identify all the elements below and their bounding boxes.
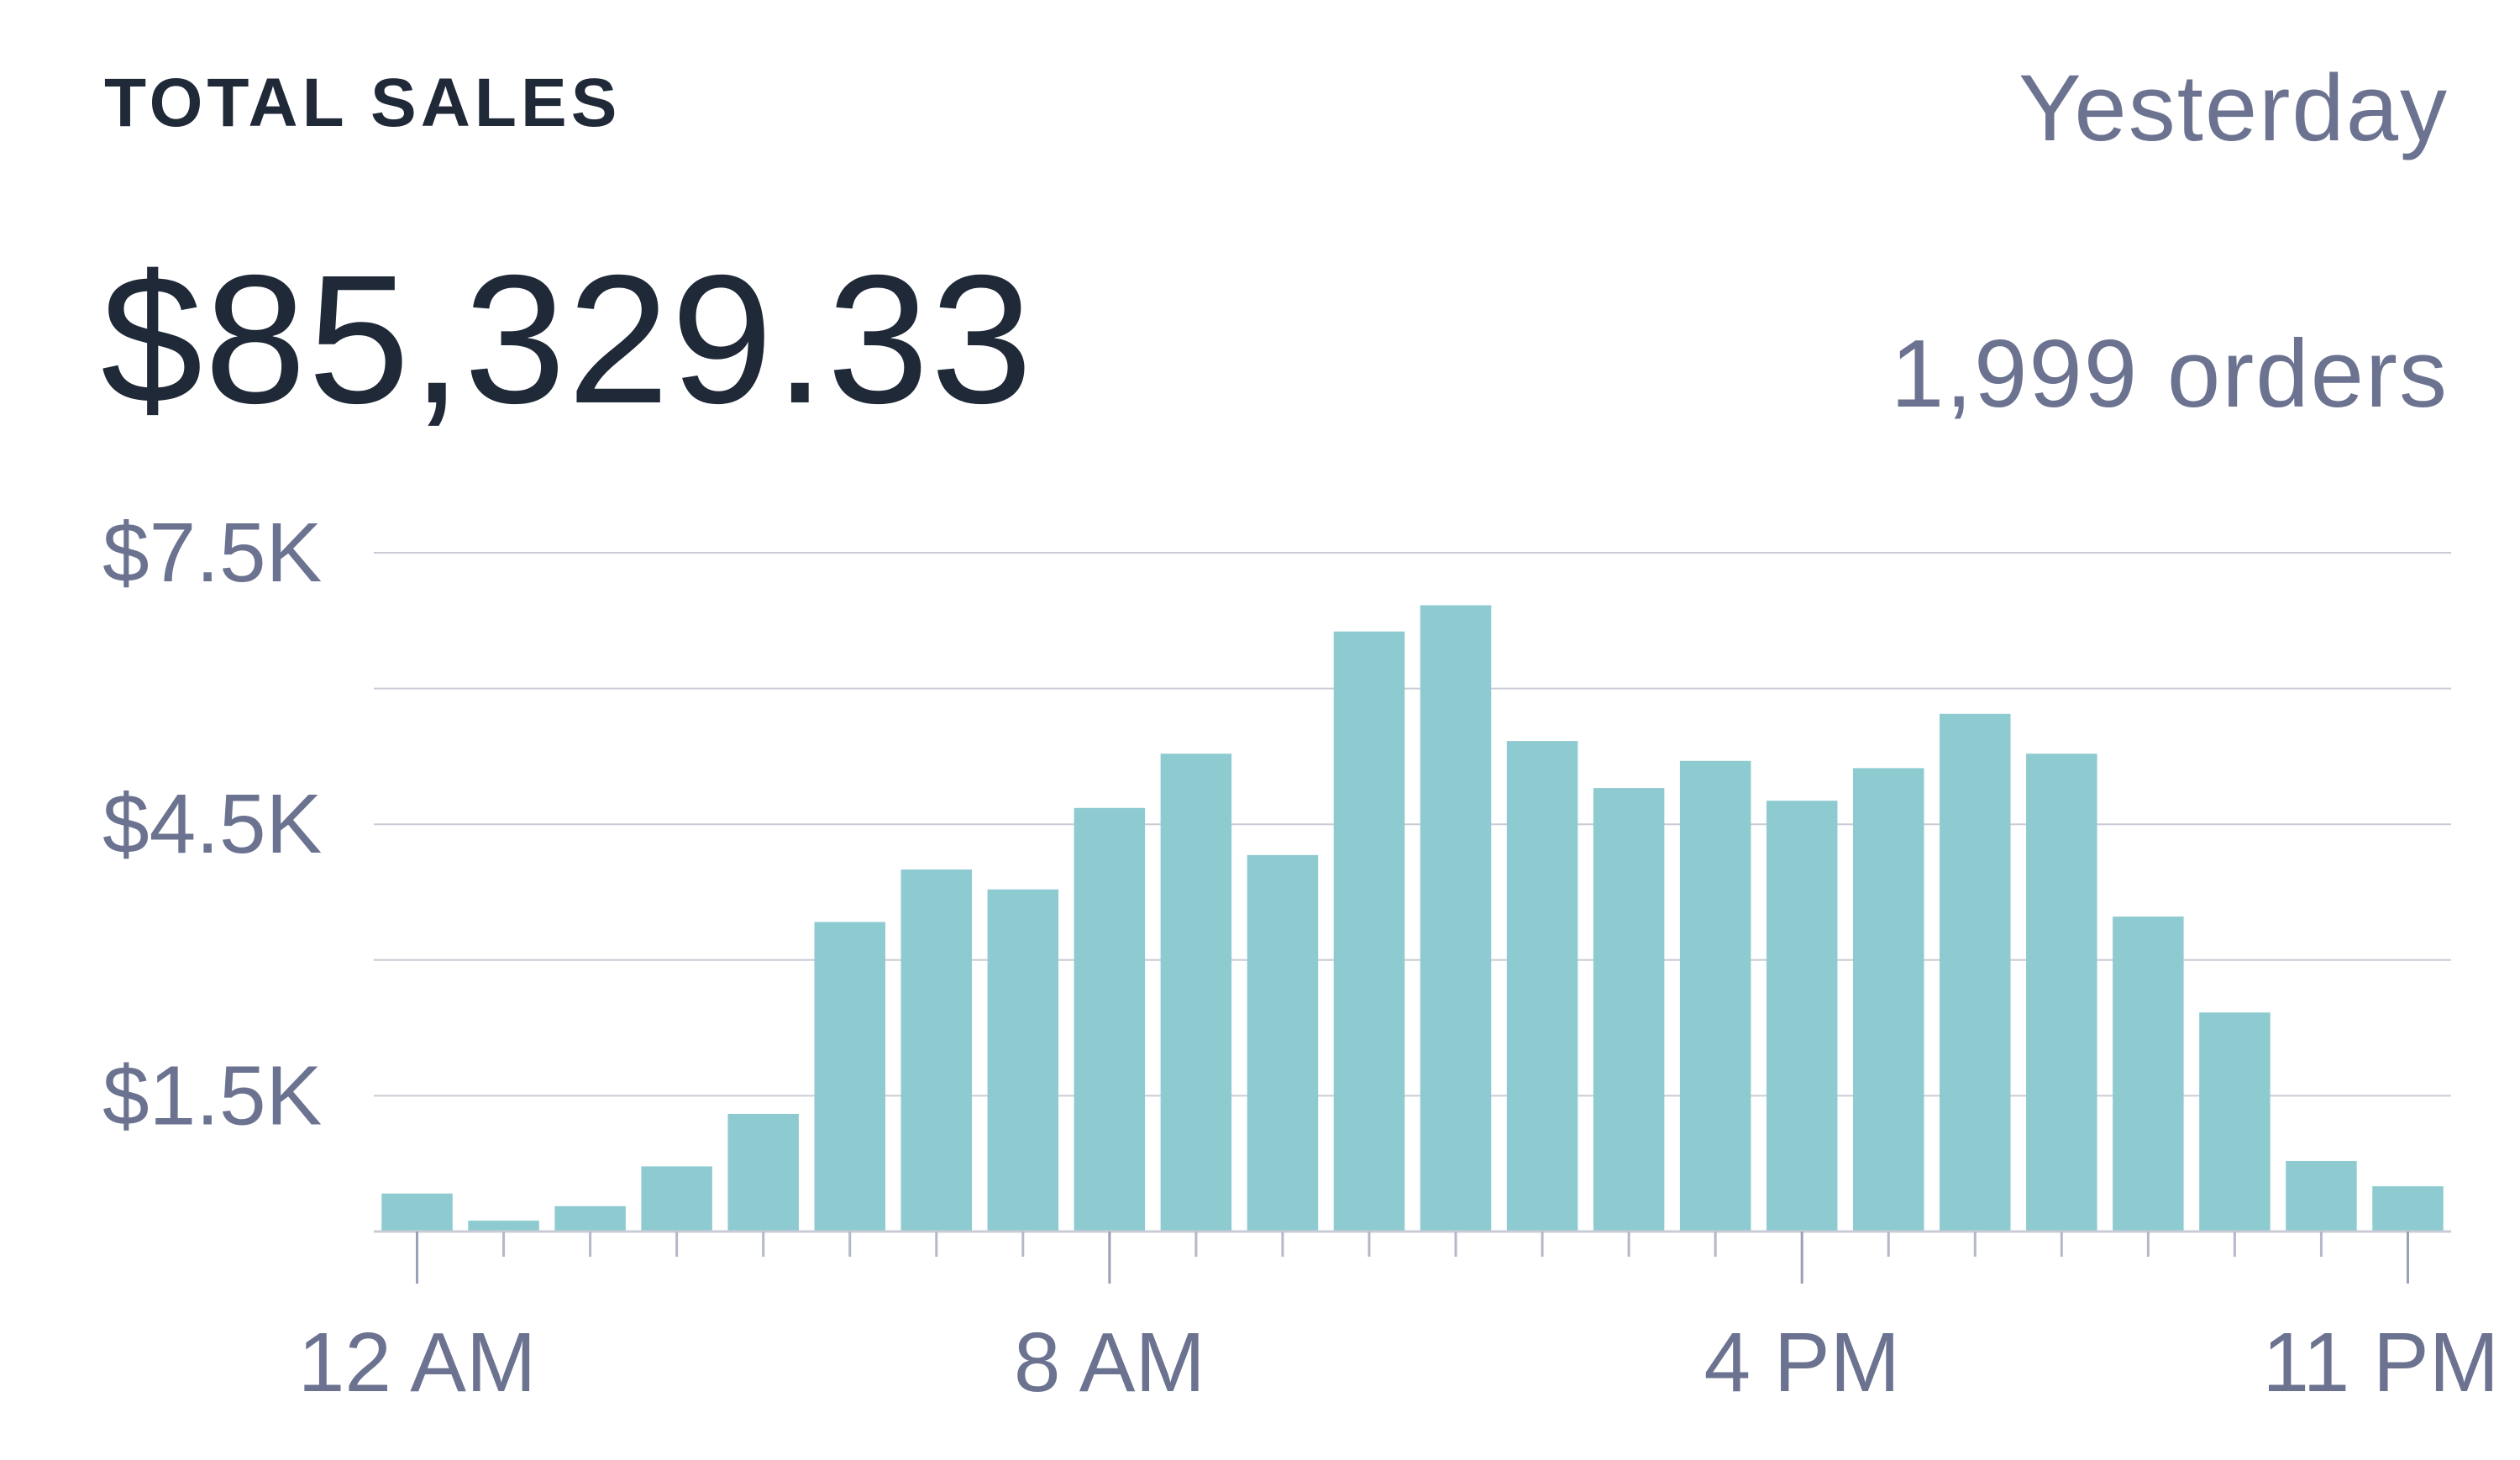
chart-grid — [374, 552, 2451, 1097]
bar-2-pm — [1593, 788, 1665, 1232]
period-selector[interactable]: Yesterday — [2019, 55, 2449, 160]
bar-7-am — [987, 889, 1059, 1232]
bar-11-am — [1333, 631, 1405, 1232]
y-tick-label: $1.5K — [102, 1048, 322, 1142]
bar-7-pm — [2026, 754, 2097, 1232]
bar-6-am — [900, 869, 973, 1232]
x-tick-label: 8 AM — [1014, 1316, 1205, 1410]
bar-6-pm — [1940, 713, 2011, 1232]
y-tick-label: $4.5K — [102, 777, 322, 871]
bar-12-am — [381, 1193, 453, 1232]
bar-5-am — [814, 922, 885, 1232]
chart-bars — [381, 605, 2444, 1232]
bar-10-pm — [2286, 1160, 2357, 1232]
bar-1-pm — [1506, 741, 1578, 1232]
bar-1-am — [468, 1221, 539, 1232]
chart-y-labels: $1.5K $4.5K $7.5K — [102, 506, 322, 1142]
bar-3-am — [641, 1166, 712, 1232]
bar-9-am — [1160, 754, 1232, 1232]
bar-4-pm — [1766, 801, 1838, 1232]
bar-8-pm — [2113, 916, 2184, 1232]
bar-10-am — [1247, 854, 1319, 1232]
x-tick-label: 11 PM — [2262, 1316, 2499, 1410]
bar-4-am — [727, 1113, 799, 1232]
y-tick-label: $7.5K — [102, 506, 322, 600]
x-tick-label: 12 AM — [298, 1316, 537, 1410]
x-tick-label: 4 PM — [1704, 1316, 1899, 1410]
bar-9-pm — [2199, 1012, 2271, 1232]
chart-x-labels: 12 AM 8 AM 4 PM 11 PM — [298, 1316, 2499, 1410]
bar-3-pm — [1679, 760, 1751, 1232]
bar-12-pm — [1420, 605, 1492, 1232]
bar-2-am — [554, 1205, 626, 1232]
chart-x-axis — [374, 1230, 2451, 1284]
bar-8-am — [1074, 807, 1146, 1232]
bar-5-pm — [1852, 768, 1924, 1232]
orders-count: 1,999 orders — [1890, 321, 2449, 428]
total-sales-amount: $85,329.33 — [101, 238, 1035, 442]
bar-11-pm — [2372, 1186, 2444, 1232]
card-title: TOTAL SALES — [104, 65, 622, 141]
